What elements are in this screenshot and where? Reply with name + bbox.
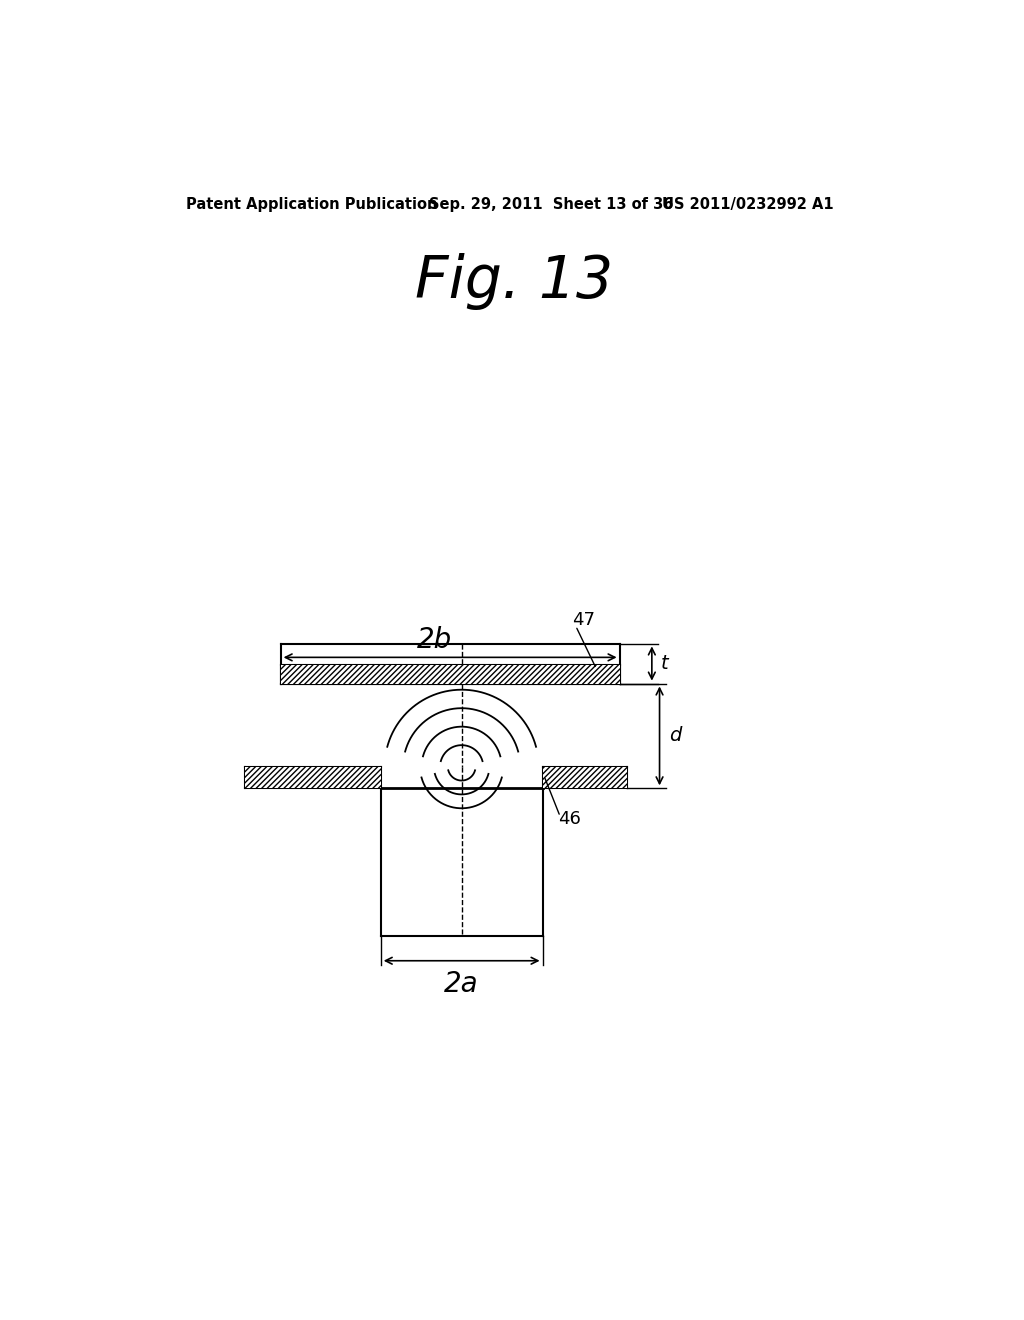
Bar (281, 665, 620, 684)
Text: t: t (662, 653, 669, 673)
Text: 46: 46 (558, 810, 581, 828)
Text: Sep. 29, 2011  Sheet 13 of 36: Sep. 29, 2011 Sheet 13 of 36 (429, 197, 674, 213)
Bar (245, 767, 381, 788)
Bar (543, 767, 628, 788)
Text: Fig. 13: Fig. 13 (416, 253, 613, 310)
Text: 2a: 2a (444, 970, 479, 998)
Text: d: d (669, 726, 681, 746)
Text: 47: 47 (571, 611, 595, 630)
Text: US 2011/0232992 A1: US 2011/0232992 A1 (662, 197, 834, 213)
Text: 2b: 2b (417, 626, 453, 653)
Text: Patent Application Publication: Patent Application Publication (186, 197, 437, 213)
